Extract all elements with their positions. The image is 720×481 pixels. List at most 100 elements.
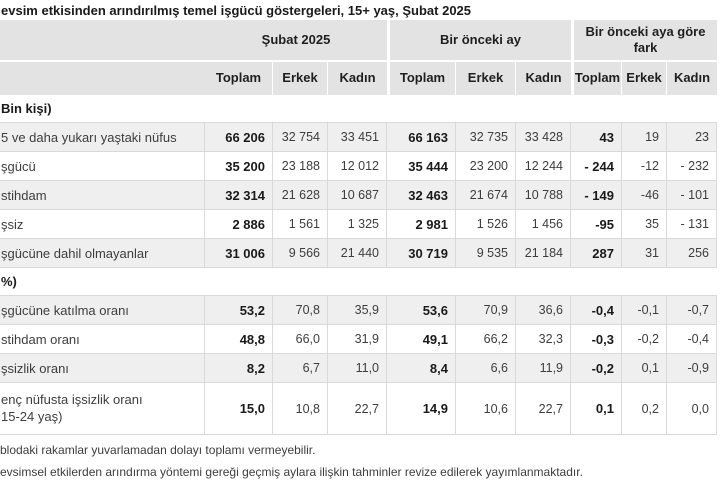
row-label: 5 ve daha yukarı yaştaki nüfus [0,123,205,151]
subheader-toplam: Toplam [574,62,622,95]
table-row: şsizlik oranı 8,2 6,7 11,0 8,4 6,6 11,9 … [0,354,717,383]
cell-value: 70,8 [273,296,328,324]
cell-value: 21 184 [516,239,571,267]
cell-value: 32 463 [390,181,456,209]
cell-value: 53,6 [390,296,456,324]
cell-value: 66,0 [273,325,328,353]
cell-value: 1 456 [516,210,571,238]
table-row: 5 ve daha yukarı yaştaki nüfus 66 206 32… [0,123,717,152]
footnote-rounding: blodaki rakamlar yuvarlamadan dolayı top… [0,443,316,457]
cell-value: 10 788 [516,181,571,209]
row-label-line2: 15-24 yaş) [1,408,63,424]
cell-value: 35 444 [390,152,456,180]
cell-value: 11,0 [328,354,387,382]
cell-value: 256 [667,239,717,267]
cell-value: 23 188 [273,152,328,180]
section-label: Bin kişi) [1,101,52,116]
table-row: şsiz 2 886 1 561 1 325 2 981 1 526 1 456… [0,210,717,239]
col-group-bir-onceki-ay: Bir önceki ay [390,20,571,60]
page-title: evsim etkisinden arındırılmış temel işgü… [1,3,472,18]
cell-value: 23 200 [456,152,516,180]
cell-value: 22,7 [516,383,571,434]
row-label-line1: enç nüfusta işsizlik oranı [1,391,143,407]
cell-value: - 244 [574,152,622,180]
cell-value: 2 886 [205,210,273,238]
row-label: stihdam [0,181,205,209]
cell-value: 0,1 [622,354,667,382]
cell-value: 8,4 [390,354,456,382]
cell-value: 36,6 [516,296,571,324]
cell-value: 70,9 [456,296,516,324]
cell-value: -0,4 [667,325,717,353]
cell-value: 1 526 [456,210,516,238]
row-label: enç nüfusta işsizlik oranı 15-24 yaş) [0,383,205,434]
cell-value: 49,1 [390,325,456,353]
cell-value: 287 [574,239,622,267]
table-row: şgücüne dahil olmayanlar 31 006 9 566 21… [0,239,717,268]
cell-value: 22,7 [328,383,387,434]
cell-value: 0,1 [574,383,622,434]
cell-value: 43 [574,123,622,151]
cell-value: 12 244 [516,152,571,180]
row-label: şsizlik oranı [0,354,205,382]
cell-value: 31,9 [328,325,387,353]
table-row: stihdam 32 314 21 628 10 687 32 463 21 6… [0,181,717,210]
row-label: şgücü [0,152,205,180]
cell-value: 21 628 [273,181,328,209]
cell-value: 30 719 [390,239,456,267]
cell-value: 23 [667,123,717,151]
cell-value: -0,3 [574,325,622,353]
table-row: şgücü 35 200 23 188 12 012 35 444 23 200… [0,152,717,181]
cell-value: 32 735 [456,123,516,151]
cell-value: - 101 [667,181,717,209]
cell-value: 32 314 [205,181,273,209]
cell-value: 53,2 [205,296,273,324]
cell-value: 66 206 [205,123,273,151]
subheader-erkek: Erkek [273,62,328,95]
cell-value: - 131 [667,210,717,238]
table-header-groups: Şubat 2025 Bir önceki ay Bir önceki aya … [0,20,717,60]
table-row: stihdam oranı 48,8 66,0 31,9 49,1 66,2 3… [0,325,717,354]
cell-value: 35,9 [328,296,387,324]
cell-value: 1 561 [273,210,328,238]
row-label-header-cell [0,20,205,60]
cell-value: 6,7 [273,354,328,382]
cell-value: 10 687 [328,181,387,209]
subheader-kadin: Kadın [667,62,717,95]
table-header-subcolumns: Toplam Erkek Kadın Toplam Erkek Kadın To… [0,62,717,95]
cell-value: 9 535 [456,239,516,267]
cell-value: 10,6 [456,383,516,434]
col-group-subat-2025: Şubat 2025 [205,20,387,60]
subheader-kadin: Kadın [516,62,571,95]
cell-value: 12 012 [328,152,387,180]
cell-value: 1 325 [328,210,387,238]
cell-value: 35 200 [205,152,273,180]
subheader-erkek: Erkek [622,62,667,95]
table-row: şgücüne katılma oranı 53,2 70,8 35,9 53,… [0,296,717,325]
cell-value: 31 [622,239,667,267]
cell-value: 2 981 [390,210,456,238]
footnotes: blodaki rakamlar yuvarlamadan dolayı top… [0,443,720,479]
row-label: şsiz [0,210,205,238]
cell-value: - 149 [574,181,622,209]
cell-value: 15,0 [205,383,273,434]
row-label: stihdam oranı [0,325,205,353]
cell-value: 0,2 [622,383,667,434]
cell-value: 21 674 [456,181,516,209]
cell-value: 33 451 [328,123,387,151]
cell-value: 48,8 [205,325,273,353]
cell-value: 19 [622,123,667,151]
subheader-kadin: Kadın [328,62,387,95]
cell-value: -0,4 [574,296,622,324]
cell-value: 10,8 [273,383,328,434]
cell-value: 66,2 [456,325,516,353]
section-label: %) [1,274,17,289]
cell-value: 14,9 [390,383,456,434]
section-row-bin-kisi: Bin kişi) [0,95,717,123]
table-row: enç nüfusta işsizlik oranı 15-24 yaş) 15… [0,383,717,435]
cell-value: -95 [574,210,622,238]
cell-value: 32 754 [273,123,328,151]
cell-value: -0,1 [622,296,667,324]
row-label-header-cell [0,62,205,95]
